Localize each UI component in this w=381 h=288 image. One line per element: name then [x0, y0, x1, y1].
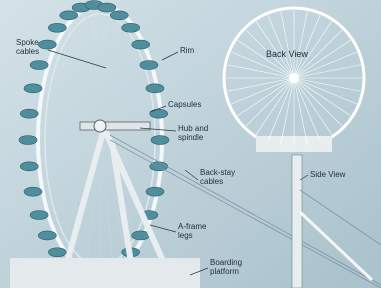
capsule	[146, 187, 164, 196]
capsule	[60, 11, 78, 20]
hub	[94, 120, 106, 132]
label: Back View	[266, 50, 308, 59]
capsule	[48, 23, 66, 32]
diagram	[0, 0, 381, 288]
capsule	[151, 136, 169, 145]
capsule	[122, 23, 140, 32]
capsule	[146, 84, 164, 93]
label: Back-stay cables	[200, 168, 250, 186]
label: Spoke cables	[16, 38, 50, 56]
label: Side View	[310, 170, 345, 179]
capsule	[110, 11, 128, 20]
capsule	[19, 136, 37, 145]
capsule	[20, 109, 38, 118]
page: Spoke cables Rim Capsules Hub and spindl…	[0, 0, 381, 288]
capsule	[150, 109, 168, 118]
capsule	[24, 187, 42, 196]
capsule	[132, 40, 150, 49]
capsule	[30, 211, 48, 220]
capsule	[132, 231, 150, 240]
capsule	[140, 60, 158, 69]
platform	[10, 258, 200, 288]
label: A-frame legs	[178, 222, 218, 240]
side-tower	[292, 155, 302, 288]
spindle	[80, 122, 150, 130]
label: Capsules	[168, 100, 201, 109]
capsule	[98, 3, 116, 12]
capsule	[20, 162, 38, 171]
capsule	[48, 248, 66, 257]
capsule	[24, 84, 42, 93]
label: Hub and spindle	[178, 124, 228, 142]
label: Rim	[180, 46, 194, 55]
capsule	[38, 231, 56, 240]
capsule	[30, 60, 48, 69]
label: Boarding platform	[210, 258, 260, 276]
